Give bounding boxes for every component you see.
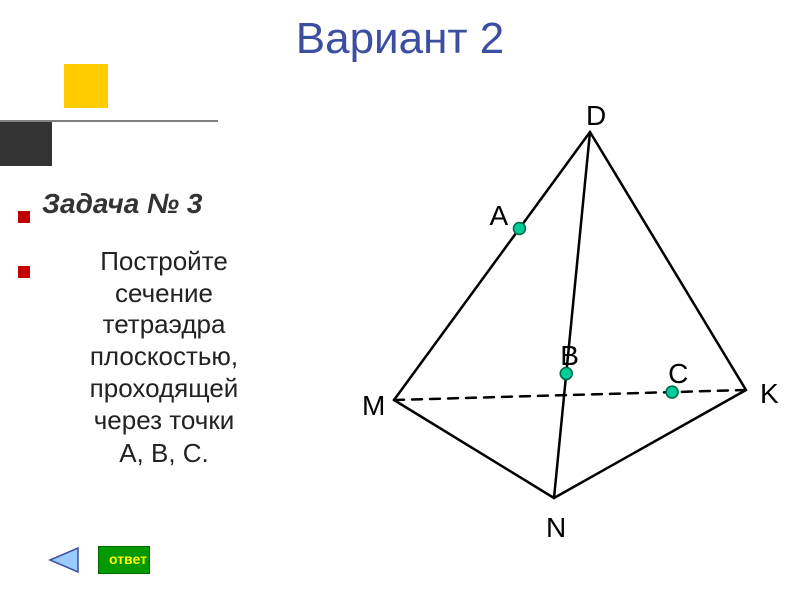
vertex-label-M: M	[362, 390, 385, 422]
prev-button[interactable]	[46, 546, 80, 574]
tetrahedron-diagram: D M N K A B C	[320, 90, 790, 560]
task-description: Постройтесечениететраэдраплоскостью,прох…	[18, 246, 288, 470]
vertex-label-C: C	[668, 358, 688, 390]
decor-yellow-square	[64, 64, 108, 108]
page-title: Вариант 2	[0, 0, 800, 64]
footer-controls: ответ	[46, 546, 150, 574]
vertex-label-K: K	[760, 378, 779, 410]
vertex-label-D: D	[586, 100, 606, 132]
triangle-left-icon	[46, 546, 80, 574]
vertex-label-A: A	[489, 200, 508, 232]
task-heading: Задача № 3	[18, 188, 288, 220]
bullet-icon	[18, 198, 30, 210]
task-panel: Задача № 3 Постройтесечениететраэдраплос…	[18, 188, 288, 470]
bullet-icon	[18, 254, 30, 266]
task-body: Постройтесечениететраэдраплоскостью,прох…	[40, 246, 288, 436]
vertex-label-N: N	[546, 512, 566, 544]
vertex-label-B: B	[560, 340, 579, 372]
answer-button[interactable]: ответ	[98, 546, 150, 574]
decor-dark-square	[0, 122, 52, 166]
task-heading-text: Задача № 3	[42, 188, 203, 219]
task-points: A, B, C.	[40, 438, 288, 470]
